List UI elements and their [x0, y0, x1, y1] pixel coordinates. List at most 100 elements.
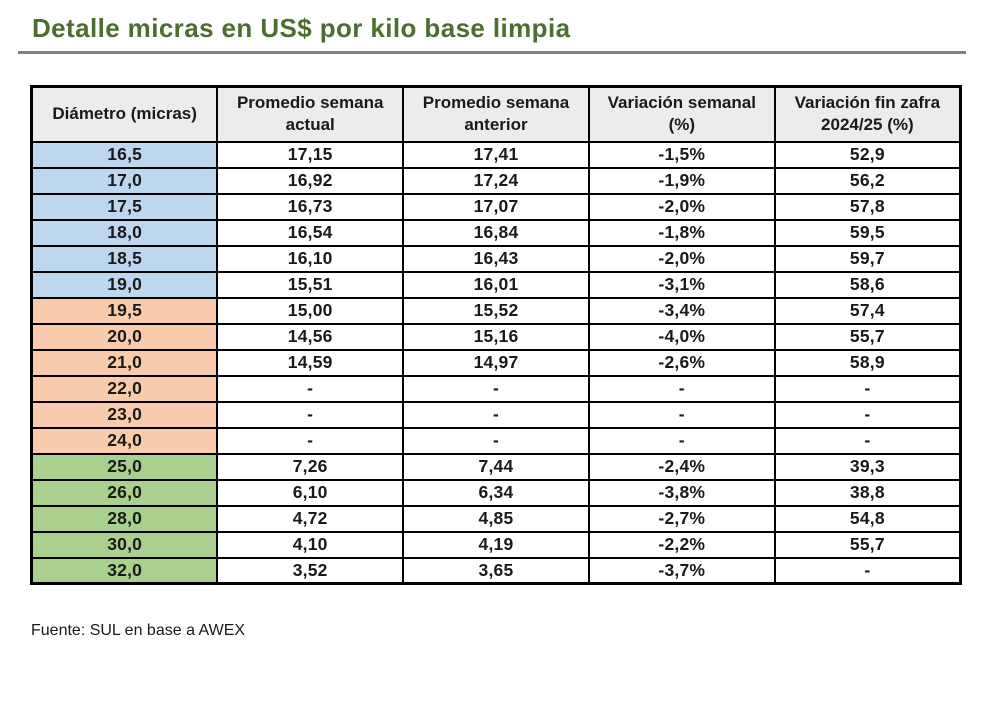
value-cell: -4,0% [587, 322, 776, 351]
value-cell: -1,8% [587, 218, 776, 247]
value-cell: 4,72 [216, 504, 405, 533]
diameter-cell: 30,0 [30, 530, 219, 559]
value-cell: 17,15 [216, 140, 405, 169]
value-cell: 15,00 [216, 296, 405, 325]
table-row: 19,5 15,00 15,52 -3,4% 57,4 [30, 296, 962, 325]
diameter-cell: 21,0 [30, 348, 219, 377]
value-cell: 16,54 [216, 218, 405, 247]
diameter-cell: 32,0 [30, 556, 219, 585]
diameter-cell: 28,0 [30, 504, 219, 533]
column-header-weekly-variation: Variación semanal (%) [587, 85, 776, 143]
column-header-week-previous: Promedio semana anterior [402, 85, 590, 143]
diameter-cell: 24,0 [30, 426, 219, 455]
value-cell: -2,0% [587, 192, 776, 221]
value-cell: 3,65 [402, 556, 590, 585]
value-cell: 16,10 [216, 244, 405, 273]
value-cell: -2,2% [587, 530, 776, 559]
value-cell: - [587, 426, 776, 455]
table-row: 18,0 16,54 16,84 -1,8% 59,5 [30, 218, 962, 247]
value-cell: 7,26 [216, 452, 405, 481]
value-cell: 58,9 [773, 348, 962, 377]
page-title: Detalle micras en US$ por kilo base limp… [32, 13, 571, 43]
diameter-cell: 22,0 [30, 374, 219, 403]
value-cell: - [402, 400, 590, 429]
table-row: 24,0- - - - [30, 426, 962, 455]
value-cell: - [773, 556, 962, 585]
source-note: Fuente: SUL en base a AWEX [31, 622, 246, 639]
diameter-cell: 25,0 [30, 452, 219, 481]
value-cell: - [216, 400, 405, 429]
value-cell: - [587, 400, 776, 429]
table-row: 26,0 6,10 6,34 -3,8% 38,8 [30, 478, 962, 507]
table-row: 19,0 15,51 16,01 -3,1% 58,6 [30, 270, 962, 299]
table-row: 21,0 14,59 14,97 -2,6% 58,9 [30, 348, 962, 377]
value-cell: 6,10 [216, 478, 405, 507]
value-cell: - [587, 374, 776, 403]
diameter-cell: 19,5 [30, 296, 219, 325]
value-cell: 15,51 [216, 270, 405, 299]
value-cell: 16,84 [402, 218, 590, 247]
table-row: 23,0- - - - [30, 400, 962, 429]
value-cell: -3,1% [587, 270, 776, 299]
value-cell: 38,8 [773, 478, 962, 507]
table-row: 17,5 16,73 17,07 -2,0% 57,8 [30, 192, 962, 221]
column-header-season-end-variation: Variación fin zafra 2024/25 (%) [773, 85, 962, 143]
value-cell: 4,19 [402, 530, 590, 559]
value-cell: - [773, 426, 962, 455]
value-cell: -1,9% [587, 166, 776, 195]
table-row: 28,0 4,72 4,85 -2,7% 54,8 [30, 504, 962, 533]
value-cell: 16,01 [402, 270, 590, 299]
value-cell: 17,24 [402, 166, 590, 195]
value-cell: -3,8% [587, 478, 776, 507]
value-cell: 16,92 [216, 166, 405, 195]
value-cell: 17,07 [402, 192, 590, 221]
value-cell: - [402, 426, 590, 455]
value-cell: 16,73 [216, 192, 405, 221]
table-row: 25,0 7,26 7,44 -2,4% 39,3 [30, 452, 962, 481]
value-cell: 55,7 [773, 322, 962, 351]
value-cell: - [402, 374, 590, 403]
value-cell: -2,4% [587, 452, 776, 481]
value-cell: 4,10 [216, 530, 405, 559]
diameter-cell: 26,0 [30, 478, 219, 507]
table-row: 22,0- - - - [30, 374, 962, 403]
value-cell: 39,3 [773, 452, 962, 481]
value-cell: - [773, 374, 962, 403]
value-cell: - [216, 374, 405, 403]
value-cell: 14,59 [216, 348, 405, 377]
value-cell: - [773, 400, 962, 429]
value-cell: 3,52 [216, 556, 405, 585]
value-cell: 52,9 [773, 140, 962, 169]
value-cell: 7,44 [402, 452, 590, 481]
value-cell: 15,52 [402, 296, 590, 325]
diameter-cell: 20,0 [30, 322, 219, 351]
value-cell: 16,43 [402, 244, 590, 273]
value-cell: -3,7% [587, 556, 776, 585]
table-header: Diámetro (micras) Promedio semana actual… [30, 85, 962, 143]
value-cell: 14,56 [216, 322, 405, 351]
table-row: 16,5 17,15 17,41 -1,5% 52,9 [30, 140, 962, 169]
value-cell: 56,2 [773, 166, 962, 195]
value-cell: -3,4% [587, 296, 776, 325]
title-underline [18, 51, 966, 54]
value-cell: -2,6% [587, 348, 776, 377]
diameter-cell: 17,0 [30, 166, 219, 195]
table-row: 18,5 16,10 16,43 -2,0% 59,7 [30, 244, 962, 273]
column-header-diameter: Diámetro (micras) [30, 85, 219, 143]
value-cell: 6,34 [402, 478, 590, 507]
value-cell: 57,8 [773, 192, 962, 221]
value-cell: 57,4 [773, 296, 962, 325]
value-cell: 58,6 [773, 270, 962, 299]
table-row: 32,0 3,52 3,65 -3,7% - [30, 556, 962, 585]
diameter-cell: 18,0 [30, 218, 219, 247]
value-cell: -2,7% [587, 504, 776, 533]
value-cell: -1,5% [587, 140, 776, 169]
value-cell: 4,85 [402, 504, 590, 533]
value-cell: - [216, 426, 405, 455]
table-body: 16,5 17,15 17,41 -1,5% 52,9 17,0 16,92 17,24 -1,… [30, 140, 962, 585]
value-cell: 17,41 [402, 140, 590, 169]
column-header-week-current: Promedio semana actual [216, 85, 405, 143]
value-cell: 54,8 [773, 504, 962, 533]
diameter-cell: 17,5 [30, 192, 219, 221]
